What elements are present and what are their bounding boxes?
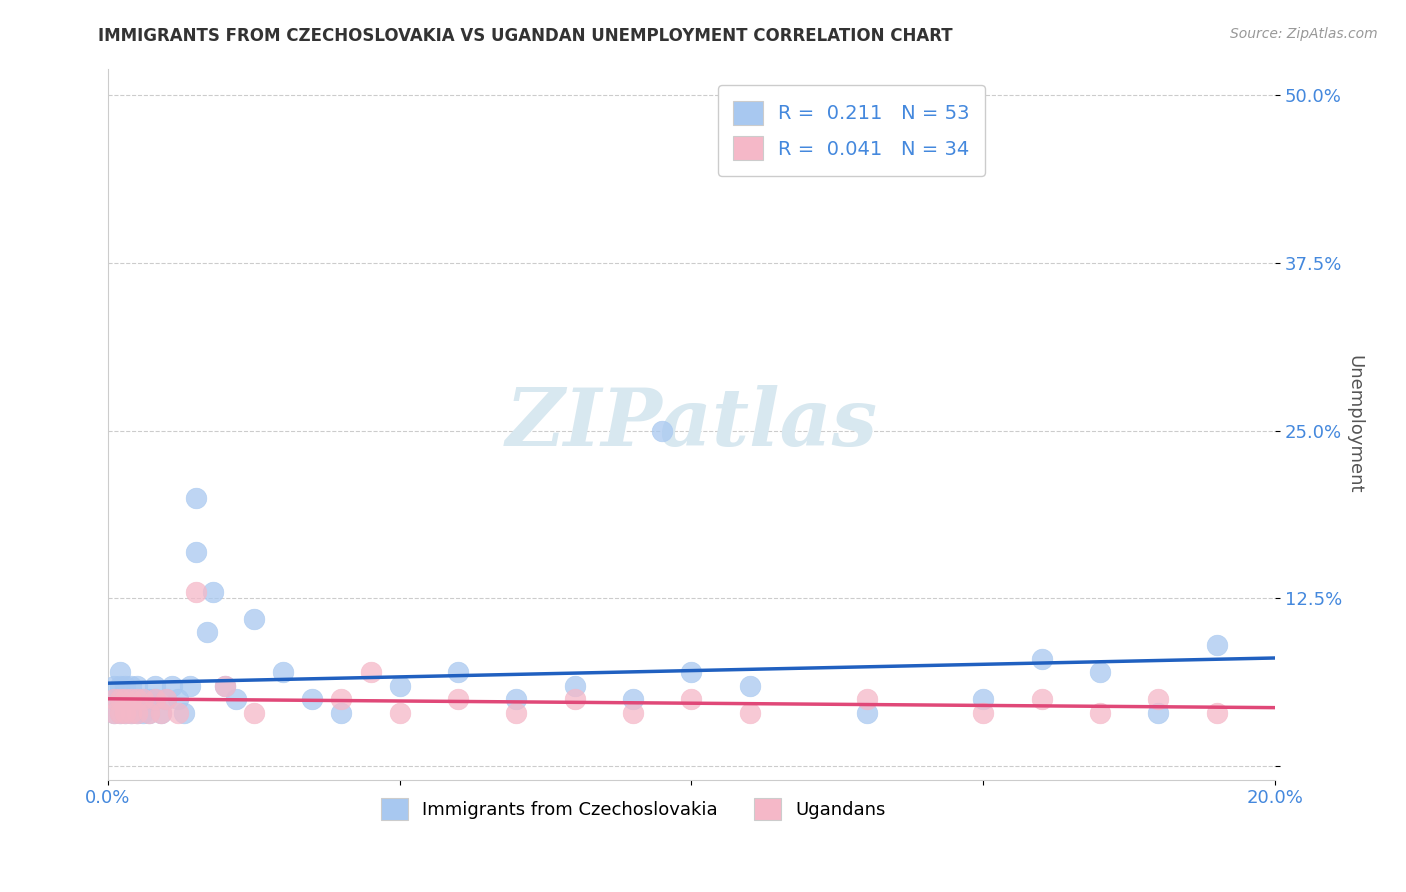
Point: [103, 706, 125, 720]
Point: [1205, 639, 1227, 653]
Point: [360, 665, 382, 680]
Point: [108, 665, 131, 680]
Point: [1205, 706, 1227, 720]
Point: [120, 706, 142, 720]
Point: [103, 692, 125, 706]
Point: [114, 706, 136, 720]
Point: [738, 679, 761, 693]
Point: [1147, 692, 1170, 706]
Point: [330, 706, 353, 720]
Point: [243, 706, 266, 720]
Point: [160, 679, 183, 693]
Point: [301, 692, 323, 706]
Point: [225, 692, 247, 706]
Point: [388, 679, 411, 693]
Point: [120, 692, 142, 706]
Point: [621, 692, 644, 706]
Point: [114, 692, 136, 706]
Point: [564, 679, 586, 693]
Y-axis label: Unemployment: Unemployment: [1346, 355, 1362, 493]
Legend: Immigrants from Czechoslovakia, Ugandans: Immigrants from Czechoslovakia, Ugandans: [366, 784, 900, 835]
Point: [173, 706, 195, 720]
Point: [651, 424, 673, 438]
Point: [103, 679, 125, 693]
Point: [184, 544, 207, 558]
Point: [972, 692, 994, 706]
Point: [108, 706, 131, 720]
Point: [564, 692, 586, 706]
Point: [681, 665, 703, 680]
Point: [103, 692, 125, 706]
Point: [127, 692, 149, 706]
Point: [184, 584, 207, 599]
Point: [167, 692, 190, 706]
Point: [138, 706, 160, 720]
Point: [132, 692, 155, 706]
Point: [155, 692, 177, 706]
Point: [855, 706, 877, 720]
Point: [1088, 706, 1111, 720]
Point: [127, 679, 149, 693]
Point: [972, 706, 994, 720]
Point: [243, 612, 266, 626]
Point: [132, 692, 155, 706]
Point: [114, 692, 136, 706]
Point: [167, 706, 190, 720]
Text: IMMIGRANTS FROM CZECHOSLOVAKIA VS UGANDAN UNEMPLOYMENT CORRELATION CHART: IMMIGRANTS FROM CZECHOSLOVAKIA VS UGANDA…: [98, 27, 953, 45]
Point: [330, 692, 353, 706]
Point: [132, 706, 155, 720]
Point: [143, 692, 166, 706]
Point: [143, 679, 166, 693]
Point: [127, 692, 149, 706]
Point: [681, 692, 703, 706]
Text: Source: ZipAtlas.com: Source: ZipAtlas.com: [1230, 27, 1378, 41]
Point: [1031, 692, 1053, 706]
Point: [1088, 665, 1111, 680]
Point: [447, 692, 470, 706]
Point: [149, 706, 172, 720]
Point: [138, 692, 160, 706]
Point: [505, 706, 527, 720]
Point: [855, 692, 877, 706]
Point: [214, 679, 236, 693]
Point: [108, 692, 131, 706]
Point: [120, 679, 142, 693]
Point: [149, 706, 172, 720]
Point: [127, 706, 149, 720]
Point: [127, 706, 149, 720]
Point: [120, 692, 142, 706]
Text: ZIPatlas: ZIPatlas: [505, 385, 877, 463]
Point: [114, 706, 136, 720]
Point: [179, 679, 201, 693]
Point: [184, 491, 207, 505]
Point: [195, 625, 218, 640]
Point: [388, 706, 411, 720]
Point: [114, 692, 136, 706]
Point: [214, 679, 236, 693]
Point: [155, 692, 177, 706]
Point: [621, 706, 644, 720]
Point: [138, 706, 160, 720]
Point: [202, 584, 225, 599]
Point: [103, 706, 125, 720]
Point: [108, 706, 131, 720]
Point: [120, 706, 142, 720]
Point: [108, 679, 131, 693]
Point: [1147, 706, 1170, 720]
Point: [108, 692, 131, 706]
Point: [447, 665, 470, 680]
Point: [505, 692, 527, 706]
Point: [271, 665, 294, 680]
Point: [143, 692, 166, 706]
Point: [738, 706, 761, 720]
Point: [1031, 652, 1053, 666]
Point: [114, 679, 136, 693]
